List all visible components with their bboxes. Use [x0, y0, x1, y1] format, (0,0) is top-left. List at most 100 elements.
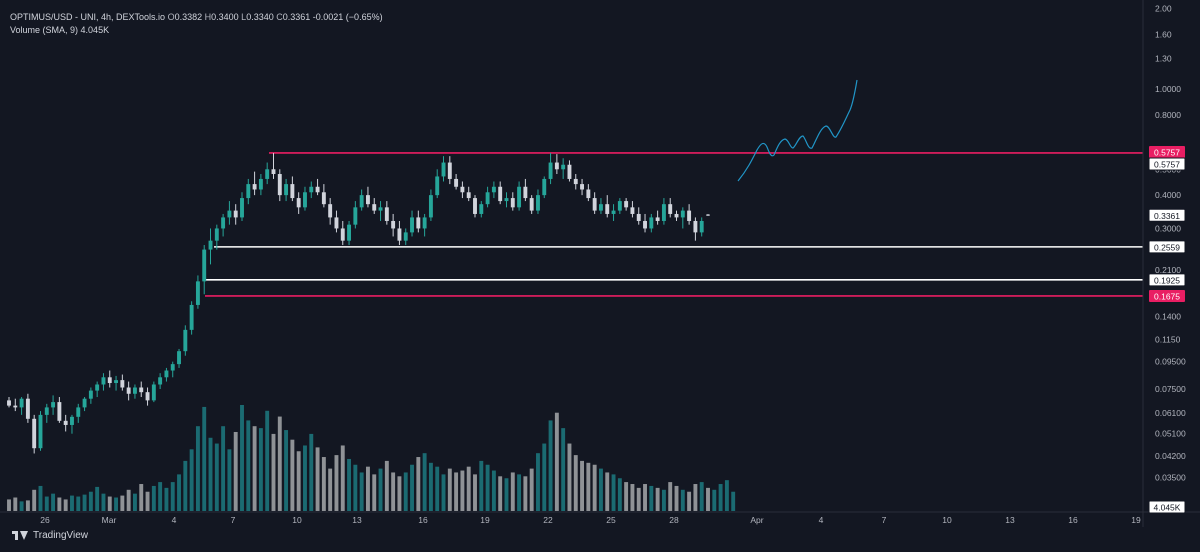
candle-body [32, 418, 37, 449]
volume-bar [548, 420, 553, 511]
time-tick-label: 13 [1005, 515, 1015, 525]
price-tag-label: 0.3361 [1154, 211, 1180, 221]
volume-bar [441, 474, 446, 511]
candle-body [195, 281, 200, 305]
candle-body [265, 169, 270, 179]
volume-bar [498, 476, 503, 511]
candle-body [202, 249, 207, 282]
volume-bar [309, 433, 314, 511]
volume-bar [668, 482, 673, 511]
volume-bar [397, 476, 402, 511]
candle-body [699, 220, 704, 233]
candle-body [309, 186, 314, 193]
time-tick-label: 7 [231, 515, 236, 525]
symbol-title[interactable]: OPTIMUS/USD - UNI, 4h, DEXTools.io [10, 12, 166, 22]
tradingview-brand[interactable]: TradingView [12, 530, 88, 541]
candle-body [221, 217, 226, 229]
candle-body [485, 192, 490, 205]
volume-bar [466, 466, 471, 511]
candle-body [649, 217, 654, 229]
volume-bar [265, 410, 270, 511]
volume-bar [680, 489, 685, 511]
candle-body [151, 384, 156, 401]
candle-body [353, 207, 358, 225]
volume-bar [529, 468, 534, 511]
candle-body [611, 210, 616, 214]
price-tag-label: 4.045K [1154, 503, 1181, 513]
volume-bar [158, 482, 163, 511]
volume-bar [321, 457, 326, 511]
candle-body [668, 204, 673, 214]
candle-body [643, 220, 647, 229]
candle-body [447, 162, 452, 179]
volume-bar [63, 499, 68, 511]
candlestick-series[interactable] [7, 152, 710, 454]
volume-bar [504, 478, 509, 511]
candle-body [158, 377, 163, 385]
price-tick-label: 1.0000 [1155, 84, 1181, 94]
candle-body [586, 189, 591, 199]
volume-bar [712, 489, 717, 511]
volume-bar [82, 494, 87, 511]
time-tick-label: 7 [882, 515, 887, 525]
price-axis[interactable]: 2.001.601.301.00000.80000.50000.40000.30… [1142, 0, 1186, 527]
candle-body [246, 184, 251, 199]
price-tick-label: 0.1400 [1155, 312, 1181, 322]
volume-bar [617, 478, 622, 511]
candle-body [189, 304, 194, 330]
volume-bar [101, 493, 106, 511]
candle-body [391, 220, 396, 229]
volume-bar [233, 431, 238, 511]
candle-body [674, 213, 679, 218]
price-tag-label: 0.2559 [1154, 242, 1180, 252]
volume-bar [70, 495, 74, 511]
volume-bar [208, 437, 213, 511]
candle-body [573, 178, 578, 185]
volume-bar [580, 460, 585, 511]
low-label: L [241, 12, 247, 22]
brand-name: TradingView [33, 530, 89, 541]
volume-bar [328, 468, 333, 511]
volume-bar [517, 474, 522, 511]
candle-body [466, 192, 471, 199]
candle-body [164, 370, 169, 378]
volume-bar [422, 453, 427, 511]
candle-body [177, 351, 181, 365]
price-tag-box [1148, 240, 1186, 254]
price-tick-label: 0.06100 [1155, 408, 1186, 418]
price-tag-box [1148, 157, 1186, 171]
candle-body [271, 169, 276, 175]
volume-bar [485, 464, 490, 511]
price-tag-label: 0.1675 [1154, 291, 1180, 301]
candle-body [630, 207, 635, 214]
volume-bar [189, 449, 194, 511]
candle-body [347, 224, 352, 241]
price-tick-label: 0.05100 [1155, 429, 1186, 439]
candle-body [227, 210, 232, 218]
candle-body [252, 184, 257, 190]
volume-bar [277, 416, 282, 511]
time-axis[interactable]: 26 Mar 4 7 10 13 16 19 22 25 28 Apr 4 7 10 13 16 19 [0, 511, 1200, 525]
volume-bar [214, 443, 219, 511]
volume-bar [365, 466, 370, 511]
candle-body [435, 176, 440, 196]
time-tick-label: 4 [819, 515, 824, 525]
volume-indicator-title[interactable]: Volume (SMA, 9) [10, 25, 79, 35]
candle-body [397, 228, 402, 241]
price-tag-box [1148, 273, 1186, 287]
volume-bar [126, 489, 131, 511]
candle-body [214, 228, 219, 241]
volume-bar [359, 472, 364, 511]
candle-body [70, 416, 74, 425]
candle-body [132, 387, 137, 394]
volume-bar [643, 484, 647, 511]
volume-bar [687, 491, 692, 511]
volume-bar [693, 484, 698, 511]
horizontal-levels[interactable] [205, 152, 1143, 297]
candle-body [548, 162, 553, 179]
candle-body [51, 402, 56, 408]
projection-drawing[interactable] [737, 79, 858, 182]
time-tick-label: Mar [102, 515, 117, 525]
candle-body [504, 198, 509, 202]
